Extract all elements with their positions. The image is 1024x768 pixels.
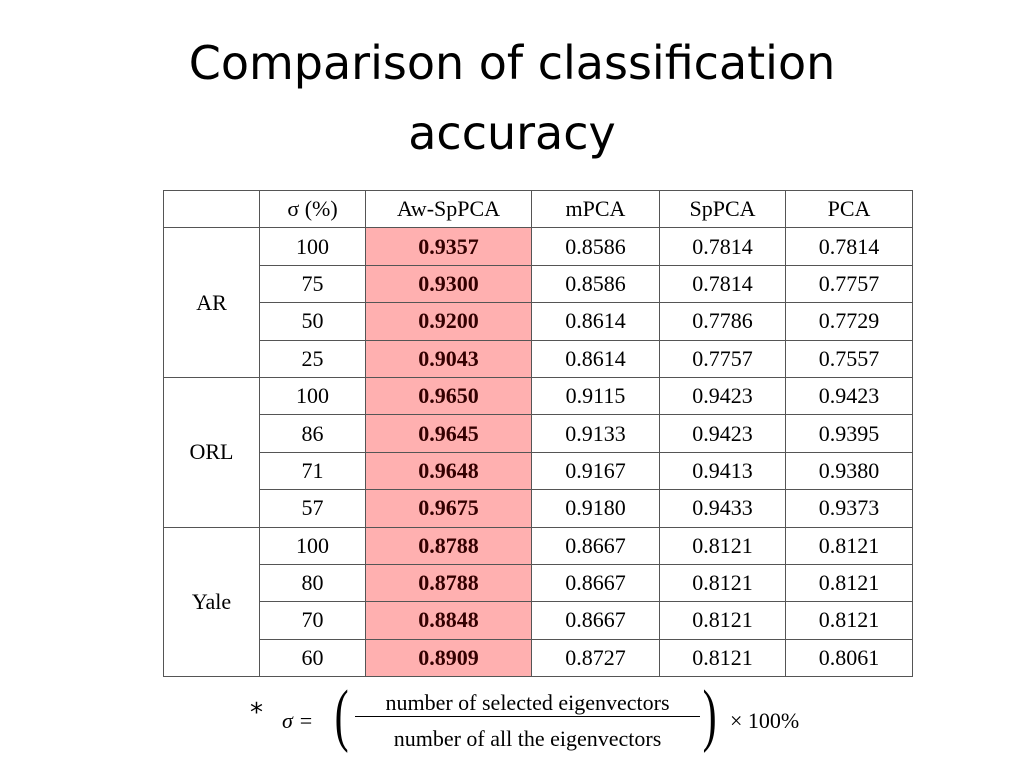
row: 50 0.9200 0.8614 0.7786 0.7729	[164, 302, 913, 341]
cell: 0.7757	[659, 339, 786, 378]
cell: 0.7814	[659, 227, 786, 266]
row: 25 0.9043 0.8614 0.7757 0.7557	[164, 339, 913, 378]
formula-lhs: σ =	[282, 708, 314, 733]
cell: 71	[259, 451, 366, 491]
cell: 0.8121	[659, 601, 786, 640]
header-cell	[163, 189, 260, 229]
highlight-cell: 0.9648	[365, 451, 532, 491]
cell: 0.9395	[785, 414, 913, 453]
highlight-cell: 0.8848	[365, 601, 532, 640]
row: 71 0.9648 0.9167 0.9413 0.9380	[164, 451, 913, 491]
highlight-cell: 0.8788	[365, 526, 532, 565]
cell: 0.8667	[531, 526, 660, 565]
row: 57 0.9675 0.9180 0.9433 0.9373	[164, 489, 913, 528]
group-label: Yale	[163, 526, 260, 678]
cell: 0.9423	[659, 414, 786, 453]
highlight-cell: 0.9200	[365, 302, 532, 341]
cell: 0.7786	[659, 302, 786, 341]
cell: 0.8586	[531, 264, 660, 304]
cell: 75	[259, 264, 366, 304]
cell: 0.8121	[785, 563, 913, 603]
paren: (	[334, 677, 349, 754]
highlight-cell: 0.9650	[365, 376, 532, 416]
row: 60 0.8909 0.8727 0.8121 0.8061	[164, 638, 913, 678]
cell: 0.9133	[531, 414, 660, 453]
header-cell: SpPCA	[659, 189, 786, 229]
title: Comparison of classification accuracy	[188, 36, 836, 160]
cell: 0.8121	[659, 563, 786, 603]
formula-factor: × 100%	[730, 708, 800, 733]
cell: 0.9413	[659, 451, 786, 491]
cell: 0.9115	[531, 376, 660, 416]
cell: 0.8614	[531, 339, 660, 378]
cell: 0.8667	[531, 563, 660, 603]
numerator: number of selected eigenvectors	[355, 690, 700, 717]
row: Yale 100 0.8788 0.8667 0.8121 0.8121	[163, 526, 913, 678]
cell: 25	[259, 339, 366, 378]
header-cell: PCA	[785, 189, 913, 229]
cell: 0.8061	[785, 638, 913, 678]
cell: 0.8586	[531, 227, 660, 266]
cell: 50	[259, 302, 366, 341]
highlight-cell: 0.9357	[365, 227, 532, 266]
cell: 100	[259, 376, 366, 416]
cell: 0.9167	[531, 451, 660, 491]
cell: 60	[259, 638, 366, 678]
denominator: number of all the eigenvectors	[393, 726, 662, 751]
cell: 0.7557	[785, 339, 913, 378]
highlight-cell: 0.9645	[365, 414, 532, 453]
cell: 0.7814	[659, 264, 786, 304]
cell: 0.8667	[531, 601, 660, 640]
cell: 80	[259, 563, 366, 603]
cell: 100	[259, 227, 366, 266]
marker: *	[250, 698, 263, 728]
cell: 0.7729	[785, 302, 913, 341]
group-label: AR	[163, 227, 260, 378]
header-row: σ (%) Aw-SpPCA mPCA SpPCA PCA	[163, 189, 913, 229]
header-cell: Aw-SpPCA	[365, 189, 532, 229]
group-label: ORL	[163, 376, 260, 528]
cell: 0.7757	[785, 264, 913, 304]
highlight-cell: 0.8788	[365, 563, 532, 603]
highlight-cell: 0.9043	[365, 339, 532, 378]
row: 86 0.9645 0.9133 0.9423 0.9395	[164, 414, 913, 453]
cell: 0.9433	[659, 489, 786, 528]
cell: 0.9180	[531, 489, 660, 528]
row: 70 0.8848 0.8667 0.8121 0.8121	[164, 601, 913, 640]
cell: 57	[259, 489, 366, 528]
cell: 86	[259, 414, 366, 453]
highlight-cell: 0.9675	[365, 489, 532, 528]
row: AR 100 0.9357 0.8586 0.7814 0.7814	[163, 227, 913, 378]
cell: 0.8121	[659, 526, 786, 565]
results-table: σ (%) Aw-SpPCA mPCA SpPCA PCA AR 100 0.9357 0.85…	[163, 189, 913, 678]
cell: 0.8121	[659, 638, 786, 678]
cell: 0.8121	[785, 526, 913, 565]
cell: 0.9373	[785, 489, 913, 528]
highlight-cell: 0.8909	[365, 638, 532, 678]
cell: 0.9423	[659, 376, 786, 416]
cell: 0.9423	[785, 376, 913, 416]
header-cell: σ (%)	[259, 189, 366, 229]
cell: 0.7814	[785, 227, 913, 266]
cell: 0.8727	[531, 638, 660, 678]
cell: 0.9380	[785, 451, 913, 491]
cell: 70	[259, 601, 366, 640]
cell: 0.8121	[785, 601, 913, 640]
paren: )	[702, 677, 717, 754]
highlight-cell: 0.9300	[365, 264, 532, 304]
row: ORL 100 0.9650 0.9115 0.9423 0.9423	[163, 376, 913, 528]
header-cell: mPCA	[531, 189, 660, 229]
cell: 0.8614	[531, 302, 660, 341]
row: 80 0.8788 0.8667 0.8121 0.8121	[164, 563, 913, 603]
row: 75 0.9300 0.8586 0.7814 0.7757	[164, 264, 913, 304]
cell: 100	[259, 526, 366, 565]
